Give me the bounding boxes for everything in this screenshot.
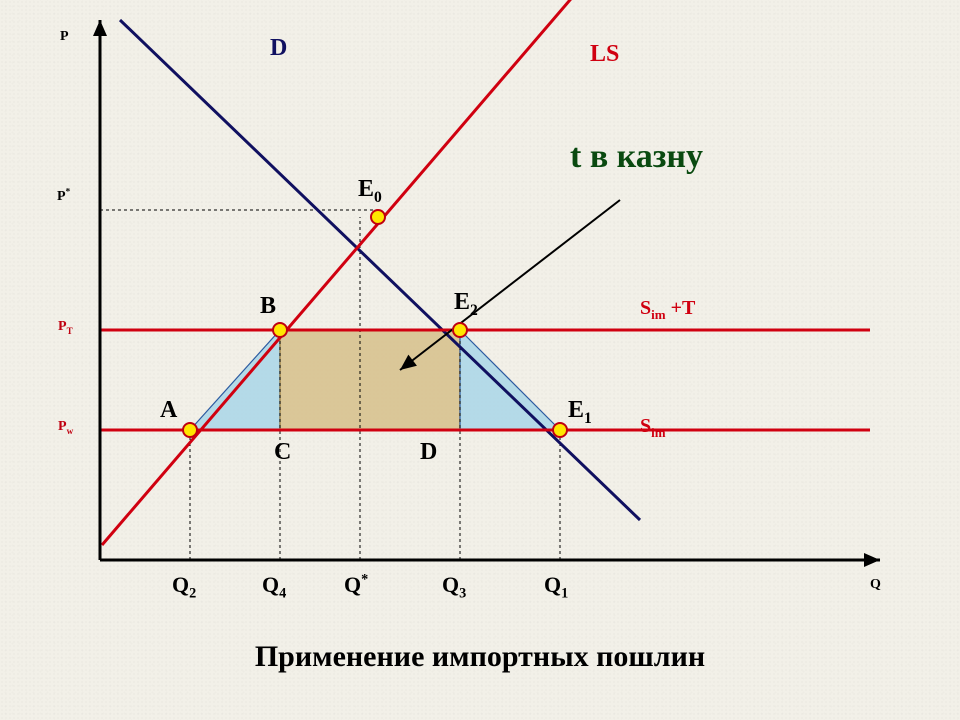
chart-stage: P Q P* PT Pw Q2 Q4 Q* Q3 Q1 D LS Sim Sim… (0, 0, 960, 720)
chart-caption: Применение импортных пошлин (0, 640, 960, 674)
label-B: B (260, 294, 276, 318)
label-A: A (160, 398, 177, 422)
label-C: C (274, 440, 291, 464)
axis-label-x: Q (870, 578, 881, 592)
label-Q4: Q4 (262, 574, 286, 596)
label-Qstar: Q* (344, 574, 368, 596)
label-line-Sim: Sim (640, 416, 666, 436)
label-Dpt: D (420, 440, 437, 464)
label-line-D: D (270, 36, 287, 60)
label-Q1: Q1 (544, 574, 568, 596)
label-Q2: Q2 (172, 574, 196, 596)
label-E2: E2 (454, 290, 478, 314)
label-Pw: Pw (58, 420, 73, 434)
label-Pt: PT (58, 320, 73, 334)
econ-chart (0, 0, 960, 720)
label-Q3: Q3 (442, 574, 466, 596)
label-line-SimT: Sim +T (640, 298, 695, 318)
axis-label-y: P (60, 30, 69, 44)
label-E1: E1 (568, 398, 592, 422)
label-line-LS: LS (590, 42, 619, 66)
label-Pstar: P* (57, 190, 70, 204)
annotation-t-v-kaznu: t в казну (570, 140, 703, 174)
label-E0: E0 (358, 177, 382, 201)
